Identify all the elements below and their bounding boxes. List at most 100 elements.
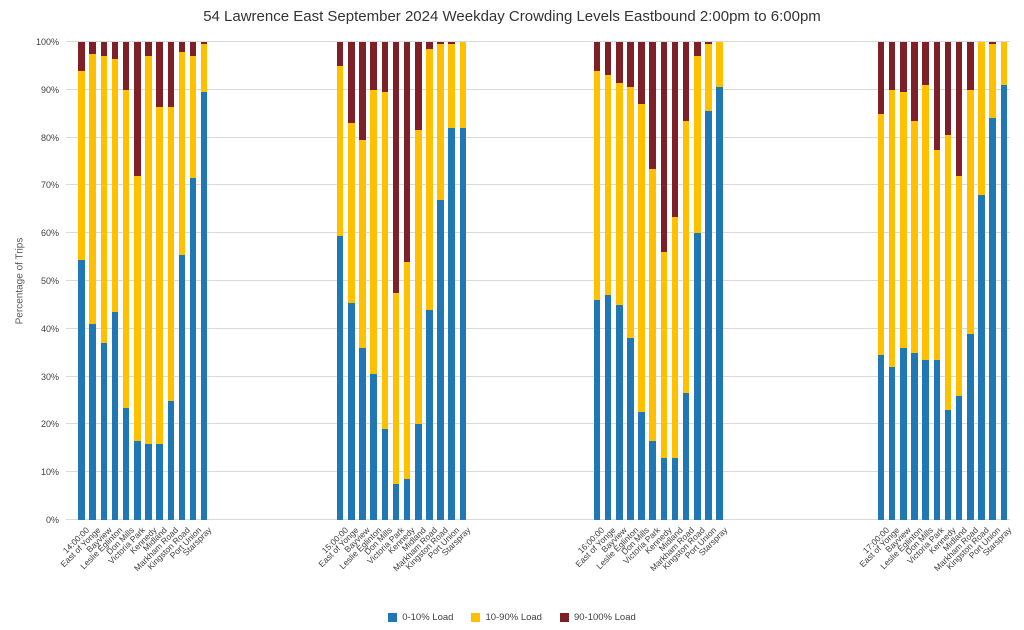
bar-15-00-00-15-00-00: 15:00:00 bbox=[319, 42, 350, 555]
legend: 0-10% Load 10-90% Load 90-100% Load bbox=[0, 612, 1024, 623]
segment-0-10-load bbox=[370, 374, 377, 520]
legend-item-0-10-load: 0-10% Load bbox=[388, 612, 453, 623]
segment-10-90-load bbox=[437, 44, 444, 200]
segment-0-10-load bbox=[426, 309, 433, 520]
segment-90-100-load bbox=[911, 42, 918, 121]
segment-90-100-load bbox=[671, 42, 679, 217]
bar-17-00-00-leslie-eglinton: Leslie Eglinton bbox=[878, 42, 924, 571]
segment-90-100-load bbox=[89, 42, 96, 54]
bar-17-00-00-victoria-park: Victoria Park bbox=[906, 42, 947, 566]
y-tick-70: 70% bbox=[40, 180, 59, 191]
segment-0-10-load bbox=[392, 484, 400, 520]
bar-17-00-00-kennedy: Kennedy bbox=[927, 42, 958, 556]
segment-10-90-load bbox=[200, 44, 208, 93]
segment-10-90-load bbox=[989, 44, 996, 119]
bar-14-00-00-midland: Midland bbox=[141, 42, 169, 553]
bar-14-00-00-kennedy: Kennedy bbox=[127, 42, 158, 556]
bar-15-00-00-midland: Midland bbox=[400, 42, 428, 553]
segment-90-100-load bbox=[627, 42, 634, 88]
segment-90-100-load bbox=[167, 42, 175, 107]
segment-90-100-load bbox=[100, 42, 108, 57]
y-tick-50: 50% bbox=[40, 276, 59, 286]
segment-90-100-load bbox=[415, 42, 422, 131]
segment-10-90-load bbox=[403, 261, 411, 480]
segment-0-10-load bbox=[89, 324, 96, 520]
segment-0-10-load bbox=[604, 295, 612, 520]
segment-0-10-load bbox=[448, 128, 455, 520]
legend-item-10-90-load: 10-90% Load bbox=[471, 612, 542, 623]
segment-0-10-load bbox=[178, 254, 186, 520]
segment-10-90-load bbox=[78, 70, 85, 260]
segment-10-90-load bbox=[888, 89, 896, 368]
gridline-50 bbox=[66, 280, 1010, 281]
segment-10-90-load bbox=[593, 70, 601, 301]
segment-0-10-load bbox=[336, 235, 344, 520]
bar-group-17-00-00: 17:00:00 East of Yonge Bayview Leslie Eglin… bbox=[858, 42, 1013, 573]
segment-0-10-load bbox=[933, 359, 941, 520]
segment-0-10-load bbox=[705, 111, 712, 520]
segment-10-90-load bbox=[189, 56, 197, 179]
segment-90-100-load bbox=[178, 42, 186, 52]
y-tick-20: 20% bbox=[40, 419, 59, 430]
bar-14-00-00-bayview: Bayview bbox=[84, 42, 114, 554]
gridline-0 bbox=[66, 519, 1010, 520]
chart-title: 54 Lawrence East September 2024 Weekday … bbox=[203, 8, 821, 25]
segment-10-90-load bbox=[604, 75, 612, 296]
segment-0-10-load bbox=[167, 401, 175, 520]
y-axis-title: Percentage of Trips bbox=[14, 237, 26, 325]
bar-15-00-00-markham-road: Markham Road bbox=[391, 42, 439, 573]
gridline-40 bbox=[66, 327, 1010, 329]
segment-90-100-load bbox=[593, 42, 601, 71]
bar-16-00-00-midland: Midland bbox=[657, 42, 685, 553]
segment-90-100-load bbox=[900, 42, 907, 93]
segment-10-90-load bbox=[167, 106, 175, 402]
bar-16-00-00-bayview: Bayview bbox=[599, 42, 629, 554]
bar-17-00-00-bayview: Bayview bbox=[884, 42, 913, 554]
segment-90-100-load bbox=[348, 42, 355, 124]
y-tick-60: 60% bbox=[40, 228, 59, 239]
segment-90-100-load bbox=[403, 42, 411, 262]
segment-0-10-load bbox=[78, 259, 85, 520]
y-tick-80: 80% bbox=[40, 132, 59, 143]
segment-10-90-load bbox=[111, 58, 119, 313]
segment-0-10-load bbox=[437, 199, 444, 520]
segment-10-90-load bbox=[156, 106, 163, 444]
y-tick-40: 40% bbox=[40, 323, 59, 334]
legend-label-0-10-load: 0-10% Load bbox=[402, 612, 454, 623]
segment-90-100-load bbox=[156, 42, 163, 107]
y-tick-0: 0% bbox=[45, 515, 59, 525]
bar-17-00-00-17-00-00: 17:00:00 bbox=[860, 42, 891, 555]
segment-10-90-load bbox=[100, 56, 108, 344]
bar-14-00-00-starspray: Starspray bbox=[181, 42, 214, 558]
segment-90-100-load bbox=[877, 42, 885, 114]
segment-10-90-load bbox=[660, 252, 668, 458]
segment-10-90-load bbox=[426, 49, 433, 310]
segment-0-10-load bbox=[900, 347, 907, 520]
segment-10-90-load bbox=[178, 51, 186, 255]
segment-10-90-load bbox=[1000, 42, 1008, 86]
segment-90-100-load bbox=[111, 42, 119, 59]
segment-10-90-load bbox=[448, 44, 455, 129]
bar-15-00-00-don-mills: Don Mills bbox=[363, 42, 394, 557]
segment-0-10-load bbox=[911, 352, 918, 520]
segment-10-90-load bbox=[89, 53, 96, 325]
bar-17-00-00-east-of-yonge: East of Yonge bbox=[858, 42, 902, 569]
segment-0-10-load bbox=[944, 410, 952, 520]
segment-90-100-load bbox=[922, 42, 929, 86]
bar-17-00-00-markham-road: Markham Road bbox=[932, 42, 980, 573]
segment-0-10-load bbox=[145, 443, 152, 520]
segment-90-100-load bbox=[694, 42, 701, 57]
segment-10-90-load bbox=[122, 89, 130, 408]
bar-16-00-00-kingston-road: Kingston Road bbox=[661, 42, 707, 572]
segment-90-100-load bbox=[426, 42, 433, 50]
bar-15-00-00-east-of-yonge: East of Yonge bbox=[317, 42, 361, 569]
segment-90-100-load bbox=[78, 42, 85, 71]
bar-15-00-00-kingston-road: Kingston Road bbox=[404, 42, 450, 572]
y-tick-30: 30% bbox=[40, 371, 59, 382]
segment-0-10-load bbox=[989, 118, 996, 520]
segment-90-100-load bbox=[359, 42, 366, 140]
legend-label-10-90-load: 10-90% Load bbox=[485, 612, 542, 623]
segment-10-90-load bbox=[649, 168, 656, 442]
legend-swatch-0-10-load bbox=[388, 613, 398, 622]
